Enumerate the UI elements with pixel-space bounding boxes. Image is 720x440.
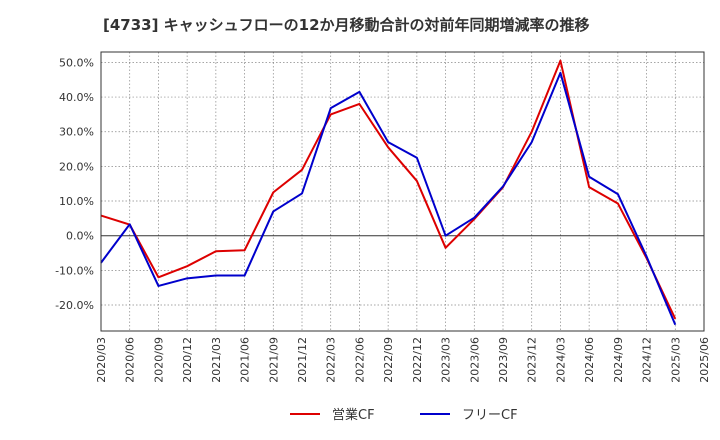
x-tick-label: 2024/03: [554, 337, 567, 383]
x-axis: 2020/03 2020/06 2020/09 2020/12 2021/03 2021/…: [95, 337, 711, 383]
x-tick-label: 2025/06: [698, 337, 711, 383]
x-tick-label: 2021/03: [210, 337, 223, 383]
x-tick-label: 2020/06: [124, 337, 137, 383]
x-tick-label: 2022/03: [325, 337, 338, 383]
x-tick-label: 2023/03: [440, 337, 453, 383]
x-tick-label: 2021/06: [239, 337, 252, 383]
y-tick-label: 0.0%: [66, 230, 94, 243]
y-tick-label: 10.0%: [59, 195, 94, 208]
chart-title: [4733] キャッシュフローの12か月移動合計の対前年同期増減率の推移: [103, 16, 590, 34]
x-tick-label: 2020/09: [152, 337, 165, 383]
x-tick-label: 2020/12: [181, 337, 194, 383]
legend-label: フリーCF: [462, 408, 518, 423]
x-tick-label: 2025/03: [669, 337, 682, 383]
x-tick-label: 2024/09: [612, 337, 625, 383]
y-tick-label: 40.0%: [59, 91, 94, 104]
x-tick-label: 2023/12: [526, 337, 539, 383]
x-tick-label: 2021/12: [296, 337, 309, 383]
x-tick-label: 2023/06: [468, 337, 481, 383]
x-tick-label: 2024/12: [641, 337, 654, 383]
y-tick-label: -10.0%: [55, 264, 94, 277]
x-tick-label: 2024/06: [583, 337, 596, 383]
y-tick-label: 30.0%: [59, 126, 94, 139]
y-axis: -20.0% -10.0% 0.0% 10.0% 20.0% 30.0% 40.0% 50.0…: [55, 56, 94, 312]
y-tick-label: 50.0%: [59, 56, 94, 69]
series-group: [100, 59, 677, 326]
y-tick-label: 20.0%: [59, 160, 94, 173]
plot-frame: [100, 51, 705, 332]
series-line-free-cf: [100, 71, 677, 326]
legend-label: 営業CF: [332, 407, 375, 423]
x-tick-label: 2022/09: [382, 337, 395, 383]
x-tick-label: 2023/09: [497, 337, 510, 383]
y-tick-label: -20.0%: [55, 299, 94, 312]
x-tick-label: 2022/12: [411, 337, 424, 383]
x-tick-label: 2021/09: [267, 337, 280, 383]
x-tick-label: 2020/03: [95, 337, 108, 383]
legend: 営業CF フリーCF: [290, 407, 518, 423]
x-tick-label: 2022/06: [353, 337, 366, 383]
grid: [100, 52, 705, 331]
